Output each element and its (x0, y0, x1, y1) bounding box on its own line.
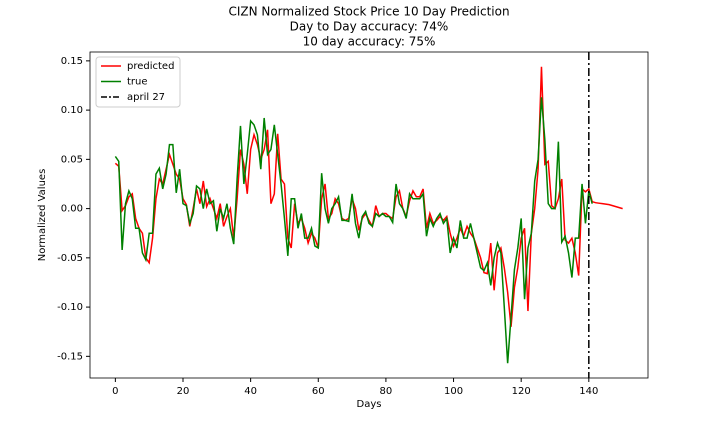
x-tick-label: 60 (312, 386, 325, 397)
x-tick-label: 120 (512, 386, 531, 397)
x-tick-label: 0 (112, 386, 118, 397)
y-tick-label: 0.15 (61, 56, 83, 67)
y-axis-label: Normalized Values (37, 169, 48, 262)
x-tick-label: 20 (177, 386, 190, 397)
y-tick-label: 0.05 (61, 154, 83, 165)
legend-label: true (127, 77, 148, 88)
chart-title: CIZN Normalized Stock Price 10 Day Predi… (228, 5, 509, 19)
series-line (114, 97, 593, 364)
x-tick-label: 100 (444, 386, 463, 397)
y-tick-label: 0.00 (61, 204, 83, 215)
y-tick-label: -0.10 (57, 302, 83, 313)
series-line (114, 66, 623, 327)
x-tick-label: 80 (380, 386, 393, 397)
chart-subtitle: 10 day accuracy: 75% (303, 35, 436, 49)
y-tick-label: 0.10 (61, 105, 83, 116)
x-tick-label: 40 (244, 386, 257, 397)
x-axis-label: Days (357, 399, 382, 410)
x-tick-label: 140 (579, 386, 598, 397)
y-tick-label: -0.05 (57, 253, 83, 264)
legend-box (95, 56, 181, 108)
legend-label: predicted (127, 61, 174, 72)
plot-frame (89, 51, 649, 379)
y-tick-label: -0.15 (57, 351, 83, 362)
legend-label: april 27 (127, 92, 165, 103)
chart-subtitle: Day to Day accuracy: 74% (290, 20, 449, 34)
